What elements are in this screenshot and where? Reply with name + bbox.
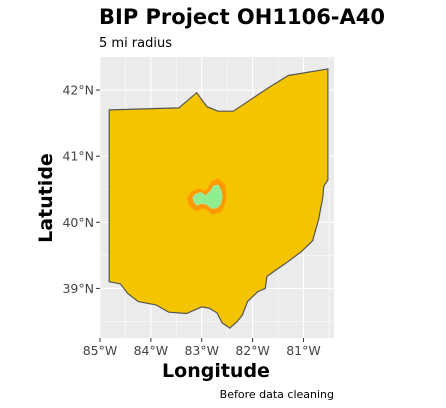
x-axis-title: Longitude	[162, 360, 270, 382]
map-layers	[108, 68, 329, 329]
map-title: BIP Project OH1106-A40	[99, 5, 385, 29]
y-tick-label: 42°N	[62, 83, 94, 98]
x-tick-label: 83°W	[184, 343, 219, 358]
x-tick-label: 81°W	[286, 343, 321, 358]
y-axis-ticks: 39°N 40°N 41°N 42°N	[62, 83, 100, 296]
y-tick-label: 41°N	[62, 149, 94, 164]
caption: Before data cleaning	[220, 388, 334, 401]
x-tick-label: 85°W	[83, 343, 118, 358]
project-area-polygon	[192, 184, 223, 209]
x-tick-label: 82°W	[235, 343, 270, 358]
map-subtitle: 5 mi radius	[99, 36, 172, 51]
y-tick-label: 40°N	[62, 215, 94, 230]
x-axis-ticks: 85°W 84°W 83°W 82°W 81°W	[83, 338, 321, 358]
y-axis-title: Latutide	[35, 153, 57, 243]
x-tick-label: 84°W	[134, 343, 169, 358]
y-tick-label: 39°N	[62, 281, 94, 296]
